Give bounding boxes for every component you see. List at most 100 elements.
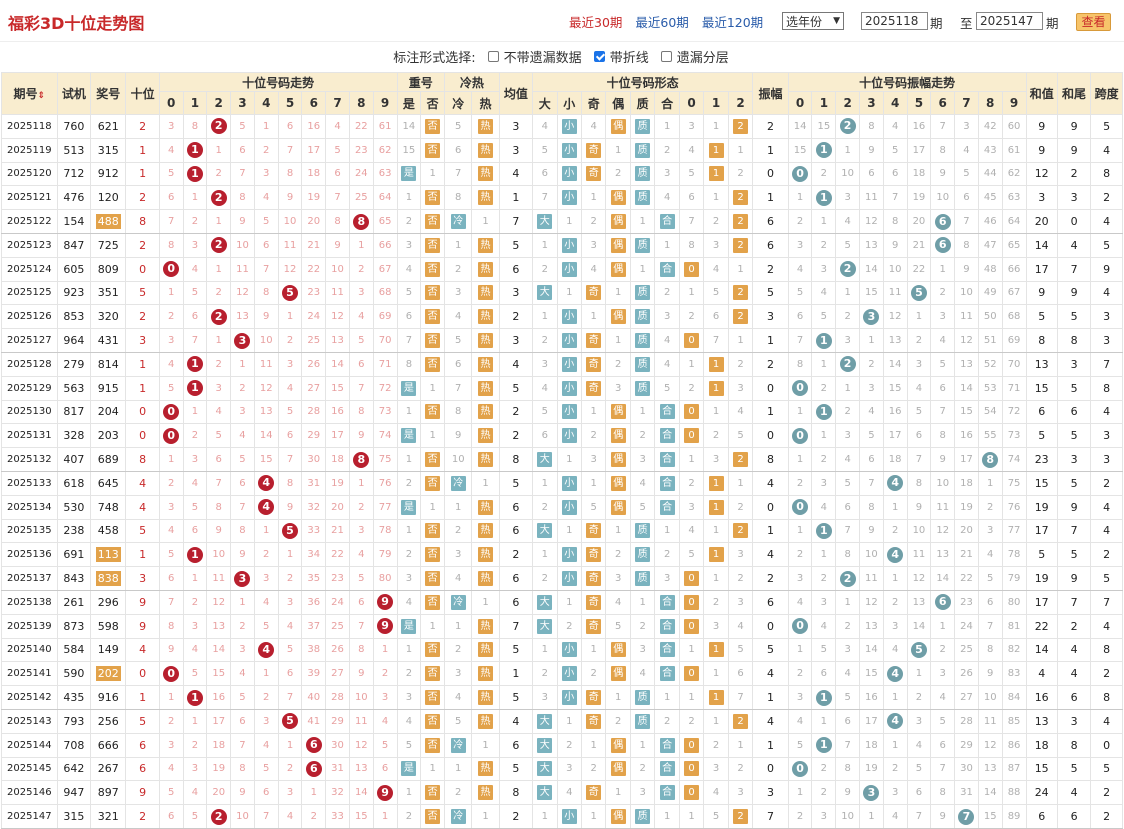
form-cell: 1	[703, 518, 729, 544]
trend-cell: 7	[182, 328, 208, 353]
trend-cell: 5	[230, 447, 255, 472]
trend-cell: 8	[277, 161, 303, 187]
form-tag: 2	[733, 713, 749, 729]
amp-ball: 6	[934, 237, 951, 254]
trend-cell: 8	[230, 756, 255, 782]
repeat-cell: 4	[396, 708, 422, 734]
amp-trend-cell: 89	[1001, 804, 1027, 829]
amp-trend-cell: 5	[906, 756, 932, 782]
amp-trend-cell: 9	[954, 256, 979, 282]
hotcold-cell: 冷	[444, 209, 473, 234]
span-cell: 4	[1090, 494, 1123, 520]
nav-last-60[interactable]: 最近60期	[635, 15, 689, 30]
form-tag: 小	[561, 261, 577, 277]
trend-cell: 8	[230, 185, 255, 211]
trend-cell: 22	[301, 256, 327, 282]
form-tag: 小	[561, 309, 577, 325]
avg-cell: 1	[498, 661, 534, 687]
table-row: 2025133 618 645 4 2 4 7 6 4 8 31 19 1 76 2 否冷 1 5 1 小 1 偶 4 合 2 1…	[1, 470, 1123, 496]
from-issue-input[interactable]: 2025118	[861, 12, 928, 30]
form-cell: 2	[654, 708, 680, 734]
repeat-tag: 否	[425, 309, 441, 325]
year-select[interactable]: 选年份 ▼	[782, 12, 844, 30]
trend-cell: 24	[301, 304, 327, 330]
table-row: 2025120 712 912 1 5 1 2 7 3 8 18 6 24 63 是 1 7 热 4 6 小奇 2 质 3 5 1…	[1, 161, 1123, 187]
col-issue[interactable]: 期号⇕	[1, 72, 58, 115]
trend-cell: 1	[182, 685, 208, 710]
trend-cell: 68	[372, 280, 398, 306]
avg-cell: 2	[498, 804, 534, 829]
trend-cell: 5	[182, 280, 208, 306]
repeat-cell: 否	[420, 447, 446, 472]
amp-trend-cell: 2	[882, 518, 908, 544]
try-cell: 712	[56, 161, 92, 187]
issue-cell: 2025129	[1, 375, 58, 401]
form-cell: 2	[605, 161, 631, 187]
span-cell: 4	[1090, 280, 1123, 306]
amp-trend-cell: 3	[859, 304, 884, 330]
hotcold-cell: 3	[444, 661, 473, 687]
option-polyline-checkbox[interactable]	[593, 51, 605, 62]
trend-cell: 10	[348, 685, 374, 710]
form-cell: 1	[654, 518, 680, 544]
form-cell: 偶	[605, 494, 631, 520]
amp-trend-cell: 88	[1001, 780, 1027, 806]
form-cell: 4	[532, 375, 558, 401]
form-tag: 合	[659, 475, 675, 491]
trend-cell: 1	[182, 375, 208, 401]
form-cell: 4	[703, 256, 729, 282]
ten-cell: 5	[125, 708, 160, 734]
ten-cell: 1	[125, 685, 160, 710]
form-cell: 合	[654, 661, 680, 687]
try-cell: 760	[56, 114, 92, 139]
issue-cell: 2025137	[1, 566, 58, 591]
options-bar: 标注形式选择: 不带遗漏数据 带折线 遗漏分层	[0, 44, 1124, 70]
amp-trend-cell: 2	[787, 470, 813, 496]
form-tag: 合	[659, 452, 675, 468]
form-tag: 1	[708, 547, 724, 563]
trend-cell: 2	[230, 613, 255, 639]
option-no-miss-checkbox[interactable]	[487, 51, 499, 62]
amp-trend-cell: 54	[977, 399, 1003, 425]
repeat-cell: 否	[420, 232, 446, 258]
prize-cell: 809	[90, 256, 127, 282]
amp-cell: 6	[752, 209, 789, 234]
to-issue-input[interactable]: 2025147	[976, 12, 1043, 30]
view-button[interactable]: 查看	[1076, 13, 1111, 31]
repeat-cell: 否	[420, 328, 446, 353]
trend-cell: 5	[158, 375, 184, 401]
amp-trend-cell: 70	[1001, 351, 1027, 377]
trend-digit-1: 1	[182, 91, 208, 115]
nav-last-30[interactable]: 最近30期	[569, 15, 623, 30]
trend-cell: 9	[230, 209, 255, 234]
options-label: 标注形式选择:	[393, 51, 476, 66]
form-cell: 1	[727, 470, 754, 496]
hotcold-sub-1: 热	[471, 91, 500, 115]
trend-cell: 10	[230, 232, 255, 258]
trend-cell: 1	[206, 209, 232, 234]
form-tag: 偶	[610, 309, 626, 325]
amp-trend-cell: 9	[859, 518, 884, 544]
option-no-miss-label[interactable]: 不带遗漏数据	[503, 51, 582, 66]
trend-cell: 8	[230, 518, 255, 544]
amp-trend-cell: 8	[906, 470, 932, 496]
avg-cell: 6	[498, 494, 534, 520]
trend-cell: 6	[277, 423, 303, 449]
form-cell: 质	[629, 542, 656, 568]
hotcold-tag: 热	[478, 785, 494, 801]
trend-cell: 15	[253, 447, 279, 472]
hotcold-cell: 9	[444, 423, 473, 449]
option-polyline-label[interactable]: 带折线	[609, 51, 649, 66]
trend-cell: 1	[182, 708, 208, 734]
amp-trend-cell: 4	[882, 114, 908, 139]
amp-cell: 4	[752, 708, 789, 734]
nav-last-120[interactable]: 最近120期	[701, 15, 764, 30]
repeat-tag: 否	[425, 285, 441, 301]
form-cell: 3	[678, 494, 705, 520]
amp-trend-cell: 5	[835, 232, 861, 258]
sort-icon[interactable]: ⇕	[37, 91, 46, 101]
tail-cell: 4	[1056, 661, 1092, 687]
option-layer-checkbox[interactable]	[660, 51, 672, 62]
option-layer-label[interactable]: 遗漏分层	[676, 51, 729, 66]
avg-cell: 7	[498, 209, 534, 234]
